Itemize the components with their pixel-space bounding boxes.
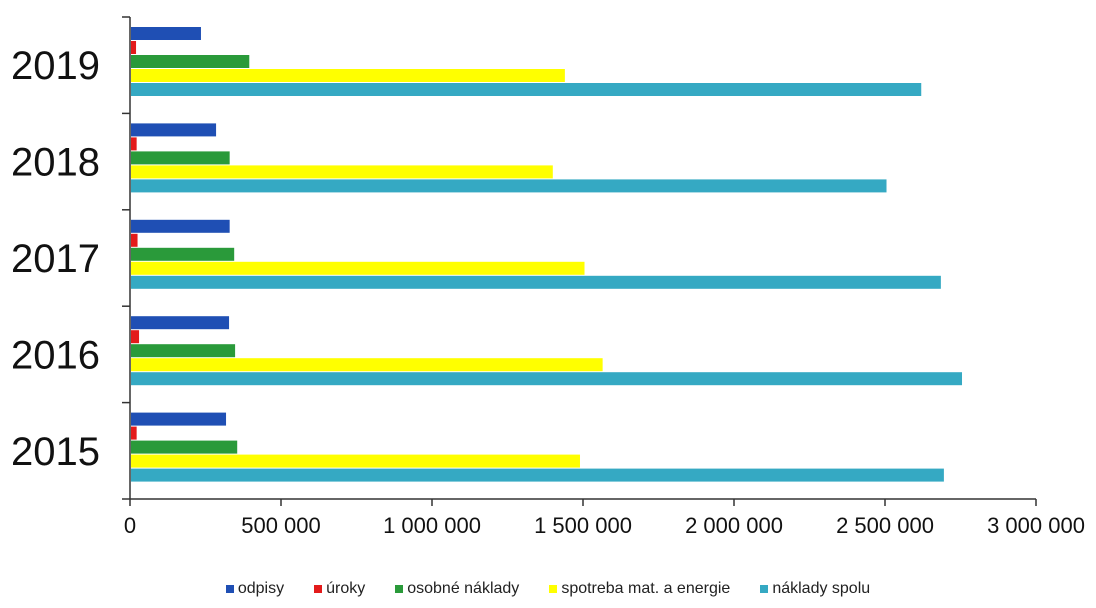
- category-label: 2019: [11, 44, 100, 88]
- x-tick-label: 2 500 000: [836, 513, 934, 538]
- bar-2016-0: [131, 316, 230, 330]
- bar-2016-3: [131, 358, 603, 372]
- bar-2019-2: [131, 55, 250, 68]
- bar-2017-4: [131, 275, 941, 289]
- bar-2016-1: [131, 330, 140, 344]
- x-tick-label: 1 500 000: [534, 513, 632, 538]
- legend-label-naklady-spolu: náklady spolu: [772, 580, 871, 597]
- bar-2018-2: [131, 151, 230, 165]
- bar-2019-4: [131, 83, 922, 96]
- bar-2017-3: [131, 261, 585, 275]
- category-label: 2015: [11, 430, 100, 474]
- bar-chart: 2019 2018 2017 2016 2015 0 500 000 1 000 000 1 5…: [11, 16, 1085, 538]
- category-label: 2016: [11, 333, 100, 377]
- legend-label-uroky: úroky: [326, 580, 366, 597]
- bar-2015-3: [131, 454, 580, 468]
- bar-2015-2: [131, 440, 238, 454]
- bar-2015-1: [131, 426, 137, 440]
- bar-2019-0: [131, 27, 201, 40]
- bar-2019-3: [131, 69, 565, 82]
- chart-legend: odpisy úroky osobné náklady spotreba mat…: [0, 580, 1096, 598]
- category-label: 2017: [11, 237, 100, 281]
- category-label: 2018: [11, 141, 100, 185]
- legend-swatch-naklady-spolu: [760, 585, 769, 593]
- bar-2015-0: [131, 412, 227, 426]
- bar-2015-4: [131, 468, 944, 482]
- bar-2018-1: [131, 137, 137, 151]
- legend-swatch-odpisy: [225, 585, 234, 593]
- x-tick-label: 3 000 000: [987, 513, 1085, 538]
- legend-swatch-osobne-naklady: [395, 585, 404, 593]
- x-tick-label: 2 000 000: [685, 513, 783, 538]
- legend-item-naklady-spolu: náklady spolu: [760, 580, 870, 598]
- legend-label-spotreba: spotreba mat. a energie: [561, 580, 731, 597]
- bar-2018-4: [131, 179, 887, 193]
- x-tick-label: 1 000 000: [383, 513, 481, 538]
- legend-item-uroky: úroky: [314, 580, 365, 598]
- legend-item-spotreba: spotreba mat. a energie: [549, 580, 730, 598]
- bar-2019-1: [131, 41, 137, 54]
- bar-2016-4: [131, 372, 963, 386]
- bar-2017-1: [131, 233, 138, 247]
- legend-swatch-uroky: [314, 585, 323, 593]
- legend-item-osobne-naklady: osobné náklady: [395, 580, 519, 598]
- legend-label-odpisy: odpisy: [237, 580, 285, 597]
- bar-2018-0: [131, 123, 217, 137]
- x-tick-label: 0: [124, 513, 136, 538]
- bar-2017-2: [131, 247, 235, 261]
- bar-2016-2: [131, 344, 236, 358]
- x-tick-label: 500 000: [241, 513, 321, 538]
- bar-2017-0: [131, 219, 230, 233]
- legend-label-osobne-naklady: osobné náklady: [407, 580, 520, 597]
- legend-item-odpisy: odpisy: [225, 580, 285, 598]
- bar-2018-3: [131, 165, 553, 179]
- legend-swatch-spotreba: [549, 585, 558, 593]
